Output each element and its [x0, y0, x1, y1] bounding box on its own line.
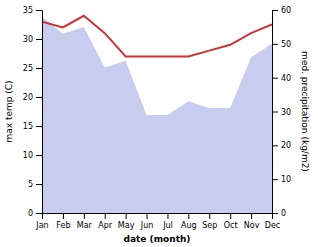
tick-mark	[36, 39, 42, 40]
tick-mark	[251, 213, 252, 219]
y-tick: 10	[23, 151, 42, 160]
marks	[42, 16, 272, 213]
tick-mark	[36, 155, 42, 156]
y-tick: 20	[23, 93, 42, 102]
tick-mark	[230, 213, 231, 219]
tick-mark	[36, 68, 42, 69]
plot: JanFebMarAprMayJunJulAugSepOctNovDec0510…	[4, 6, 310, 244]
tick-label: Sep	[202, 221, 217, 230]
x-tick: Jun	[140, 213, 154, 230]
tick-label: Nov	[244, 221, 260, 230]
y2-axis: 0 10 20 30 40 50 60	[272, 6, 291, 218]
tick-label: Apr	[98, 221, 113, 230]
tick-mark	[209, 213, 210, 219]
tick-label: Jul	[162, 221, 173, 230]
tick-label: 10	[23, 151, 33, 160]
tick-label: Aug	[181, 221, 197, 230]
tick-label: 30	[23, 35, 33, 44]
x-tick: Aug	[181, 213, 197, 230]
x-axis-title: date (month)	[124, 234, 191, 244]
y-tick: 0	[28, 209, 42, 218]
axis-line	[36, 11, 43, 214]
tick-mark	[188, 213, 189, 219]
tick-mark	[272, 44, 278, 45]
tick-label: 10	[281, 175, 291, 184]
tick-mark	[105, 213, 106, 219]
y-tick: 15	[23, 122, 42, 131]
y2-tick: 20	[272, 141, 291, 150]
tick-label: Mar	[77, 221, 93, 230]
x-tick: Sep	[202, 213, 217, 230]
tick-label: May	[118, 221, 135, 230]
chart: JanFebMarAprMayJunJulAugSepOctNovDec0510…	[0, 0, 318, 247]
y-tick: 30	[23, 35, 42, 44]
tick-mark	[272, 78, 278, 79]
tick-label: 20	[281, 141, 291, 150]
axis-line	[273, 11, 279, 214]
temperature-line	[42, 16, 272, 57]
x-tick: Apr	[98, 213, 113, 230]
y2-tick: 30	[272, 108, 291, 117]
tick-mark	[36, 213, 42, 214]
y-tick: 35	[23, 6, 42, 15]
tick-mark	[126, 213, 127, 219]
tick-mark	[63, 213, 64, 219]
y-tick: 5	[28, 180, 42, 189]
tick-label: 30	[281, 108, 291, 117]
tick-label: 25	[23, 64, 33, 73]
y-axis-title: max temp (C)	[4, 80, 14, 142]
x-tick: Oct	[224, 213, 238, 230]
tick-label: 0	[28, 209, 33, 218]
y2-tick: 0	[272, 209, 286, 218]
tick-mark	[272, 112, 278, 113]
tick-label: Feb	[56, 221, 70, 230]
x-tick: Dec	[265, 213, 280, 230]
x-tick: Jul	[162, 213, 173, 230]
tick-mark	[272, 213, 278, 214]
y-axis: 0 5 10 15 20 25 30 35	[23, 6, 43, 218]
tick-mark	[36, 184, 42, 185]
y-tick: 25	[23, 64, 42, 73]
y2-tick: 60	[272, 6, 291, 15]
tick-label: 60	[281, 6, 291, 15]
tick-label: Oct	[224, 221, 238, 230]
y2-axis-title: med. precipitation (kg/m2)	[300, 51, 310, 172]
tick-label: 20	[23, 93, 33, 102]
tick-mark	[84, 213, 85, 219]
tick-label: 50	[281, 40, 291, 49]
tick-label: 35	[23, 6, 33, 15]
tick-label: Jun	[140, 221, 154, 230]
tick-label: Dec	[265, 221, 280, 230]
tick-label: 15	[23, 122, 33, 131]
x-tick: Mar	[77, 213, 93, 230]
tick-mark	[36, 10, 42, 11]
y2-tick: 40	[272, 74, 291, 83]
x-tick: Feb	[56, 213, 70, 230]
x-tick: Nov	[244, 213, 260, 230]
x-tick: Jan	[35, 213, 48, 230]
y2-tick: 10	[272, 175, 291, 184]
tick-mark	[167, 213, 168, 219]
tick-label: 0	[281, 209, 286, 218]
tick-label: Jan	[35, 221, 48, 230]
tick-mark	[147, 213, 148, 219]
y2-tick: 50	[272, 40, 291, 49]
tick-label: 5	[28, 180, 33, 189]
tick-label: 40	[281, 74, 291, 83]
tick-mark	[272, 145, 278, 146]
precipitation-area	[42, 17, 272, 213]
x-axis: Jan Feb Mar Apr May Jun Jul Aug Sep Oct Nov Dec	[35, 213, 280, 230]
axis-line	[43, 214, 273, 220]
x-tick: May	[118, 213, 135, 230]
tick-mark	[272, 10, 278, 11]
tick-mark	[272, 179, 278, 180]
tick-mark	[36, 126, 42, 127]
tick-mark	[36, 97, 42, 98]
